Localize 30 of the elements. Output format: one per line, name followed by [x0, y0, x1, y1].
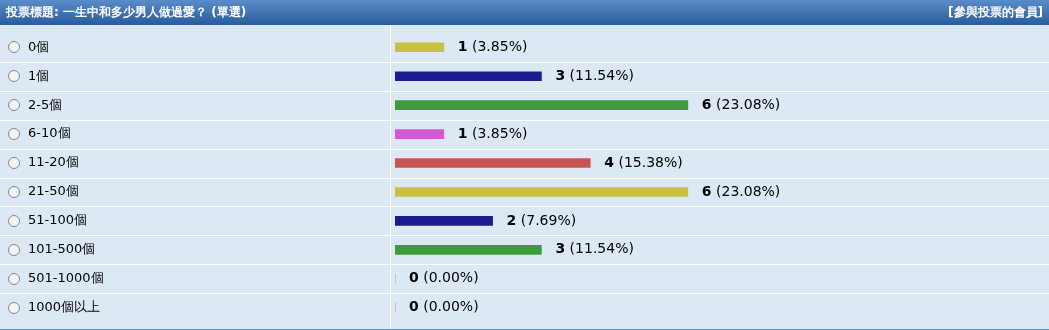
text: 投票標題: 一生中和多少男人做過愛？ (單選)	[6, 4, 247, 21]
bar	[395, 187, 689, 197]
y-tick-label: 21-50個	[28, 183, 79, 199]
bar	[395, 216, 493, 226]
data-label: 4 (15.38%)	[604, 153, 683, 170]
y-tick-label: 6-10個	[28, 125, 71, 141]
text: [參與投票的會員]	[948, 4, 1043, 21]
data-label: 2 (7.69%)	[506, 211, 577, 228]
y-tick-label: 0個	[28, 38, 50, 54]
y-tick-label: 501-1000個	[28, 270, 104, 286]
bar	[395, 42, 445, 53]
bar	[395, 158, 591, 168]
bar	[395, 129, 445, 139]
y-tick-label: 101-500個	[28, 241, 96, 257]
y-tick-label: 51-100個	[28, 212, 88, 228]
data-label: 0 (0.00%)	[409, 298, 479, 315]
bar	[395, 245, 542, 255]
y-tick-label: 1000個以上	[28, 299, 101, 315]
data-label: 6 (23.08%)	[701, 182, 781, 199]
data-label: 1 (3.85%)	[457, 124, 528, 141]
data-label: 6 (23.08%)	[701, 95, 781, 112]
data-label: 0 (0.00%)	[409, 269, 479, 286]
y-tick-label: 1個	[28, 67, 50, 83]
bar	[395, 100, 689, 110]
data-label: 3 (11.54%)	[555, 240, 634, 257]
y-tick-label: 2-5個	[28, 96, 63, 112]
data-label: 1 (3.85%)	[457, 37, 528, 54]
bar	[395, 71, 542, 82]
data-label: 3 (11.54%)	[555, 66, 634, 83]
y-tick-label: 11-20個	[28, 154, 79, 170]
